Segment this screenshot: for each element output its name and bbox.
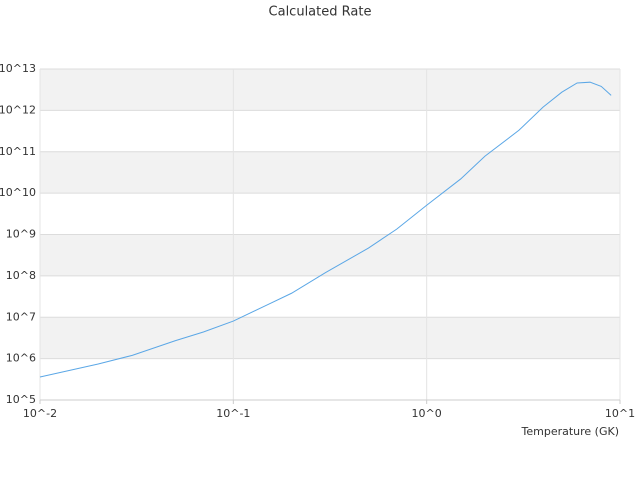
- grid-band: [40, 234, 620, 276]
- y-tick-label: 10^10: [0, 186, 36, 199]
- x-tick-label: 10^0: [412, 407, 442, 420]
- y-tick-label: 10^8: [6, 269, 36, 282]
- x-tick-label: 10^-2: [23, 407, 57, 420]
- x-tick-label: 10^-1: [216, 407, 250, 420]
- y-tick-label: 10^5: [6, 393, 36, 406]
- x-axis-label: Temperature (GK): [521, 425, 620, 438]
- y-tick-label: 10^7: [6, 310, 36, 323]
- y-tick-label: 10^6: [6, 352, 36, 365]
- chart-title: Calculated Rate: [269, 5, 372, 20]
- data-line: [39, 81, 612, 378]
- y-tick-label: 10^12: [0, 103, 36, 116]
- y-tick-label: 10^11: [0, 145, 36, 158]
- grid-band: [40, 69, 620, 111]
- x-tick-label: 10^1: [605, 407, 635, 420]
- y-tick-label: 10^9: [6, 228, 36, 241]
- grid-band: [40, 151, 620, 194]
- grid-band: [40, 317, 620, 359]
- y-tick-label: 10^13: [0, 62, 36, 75]
